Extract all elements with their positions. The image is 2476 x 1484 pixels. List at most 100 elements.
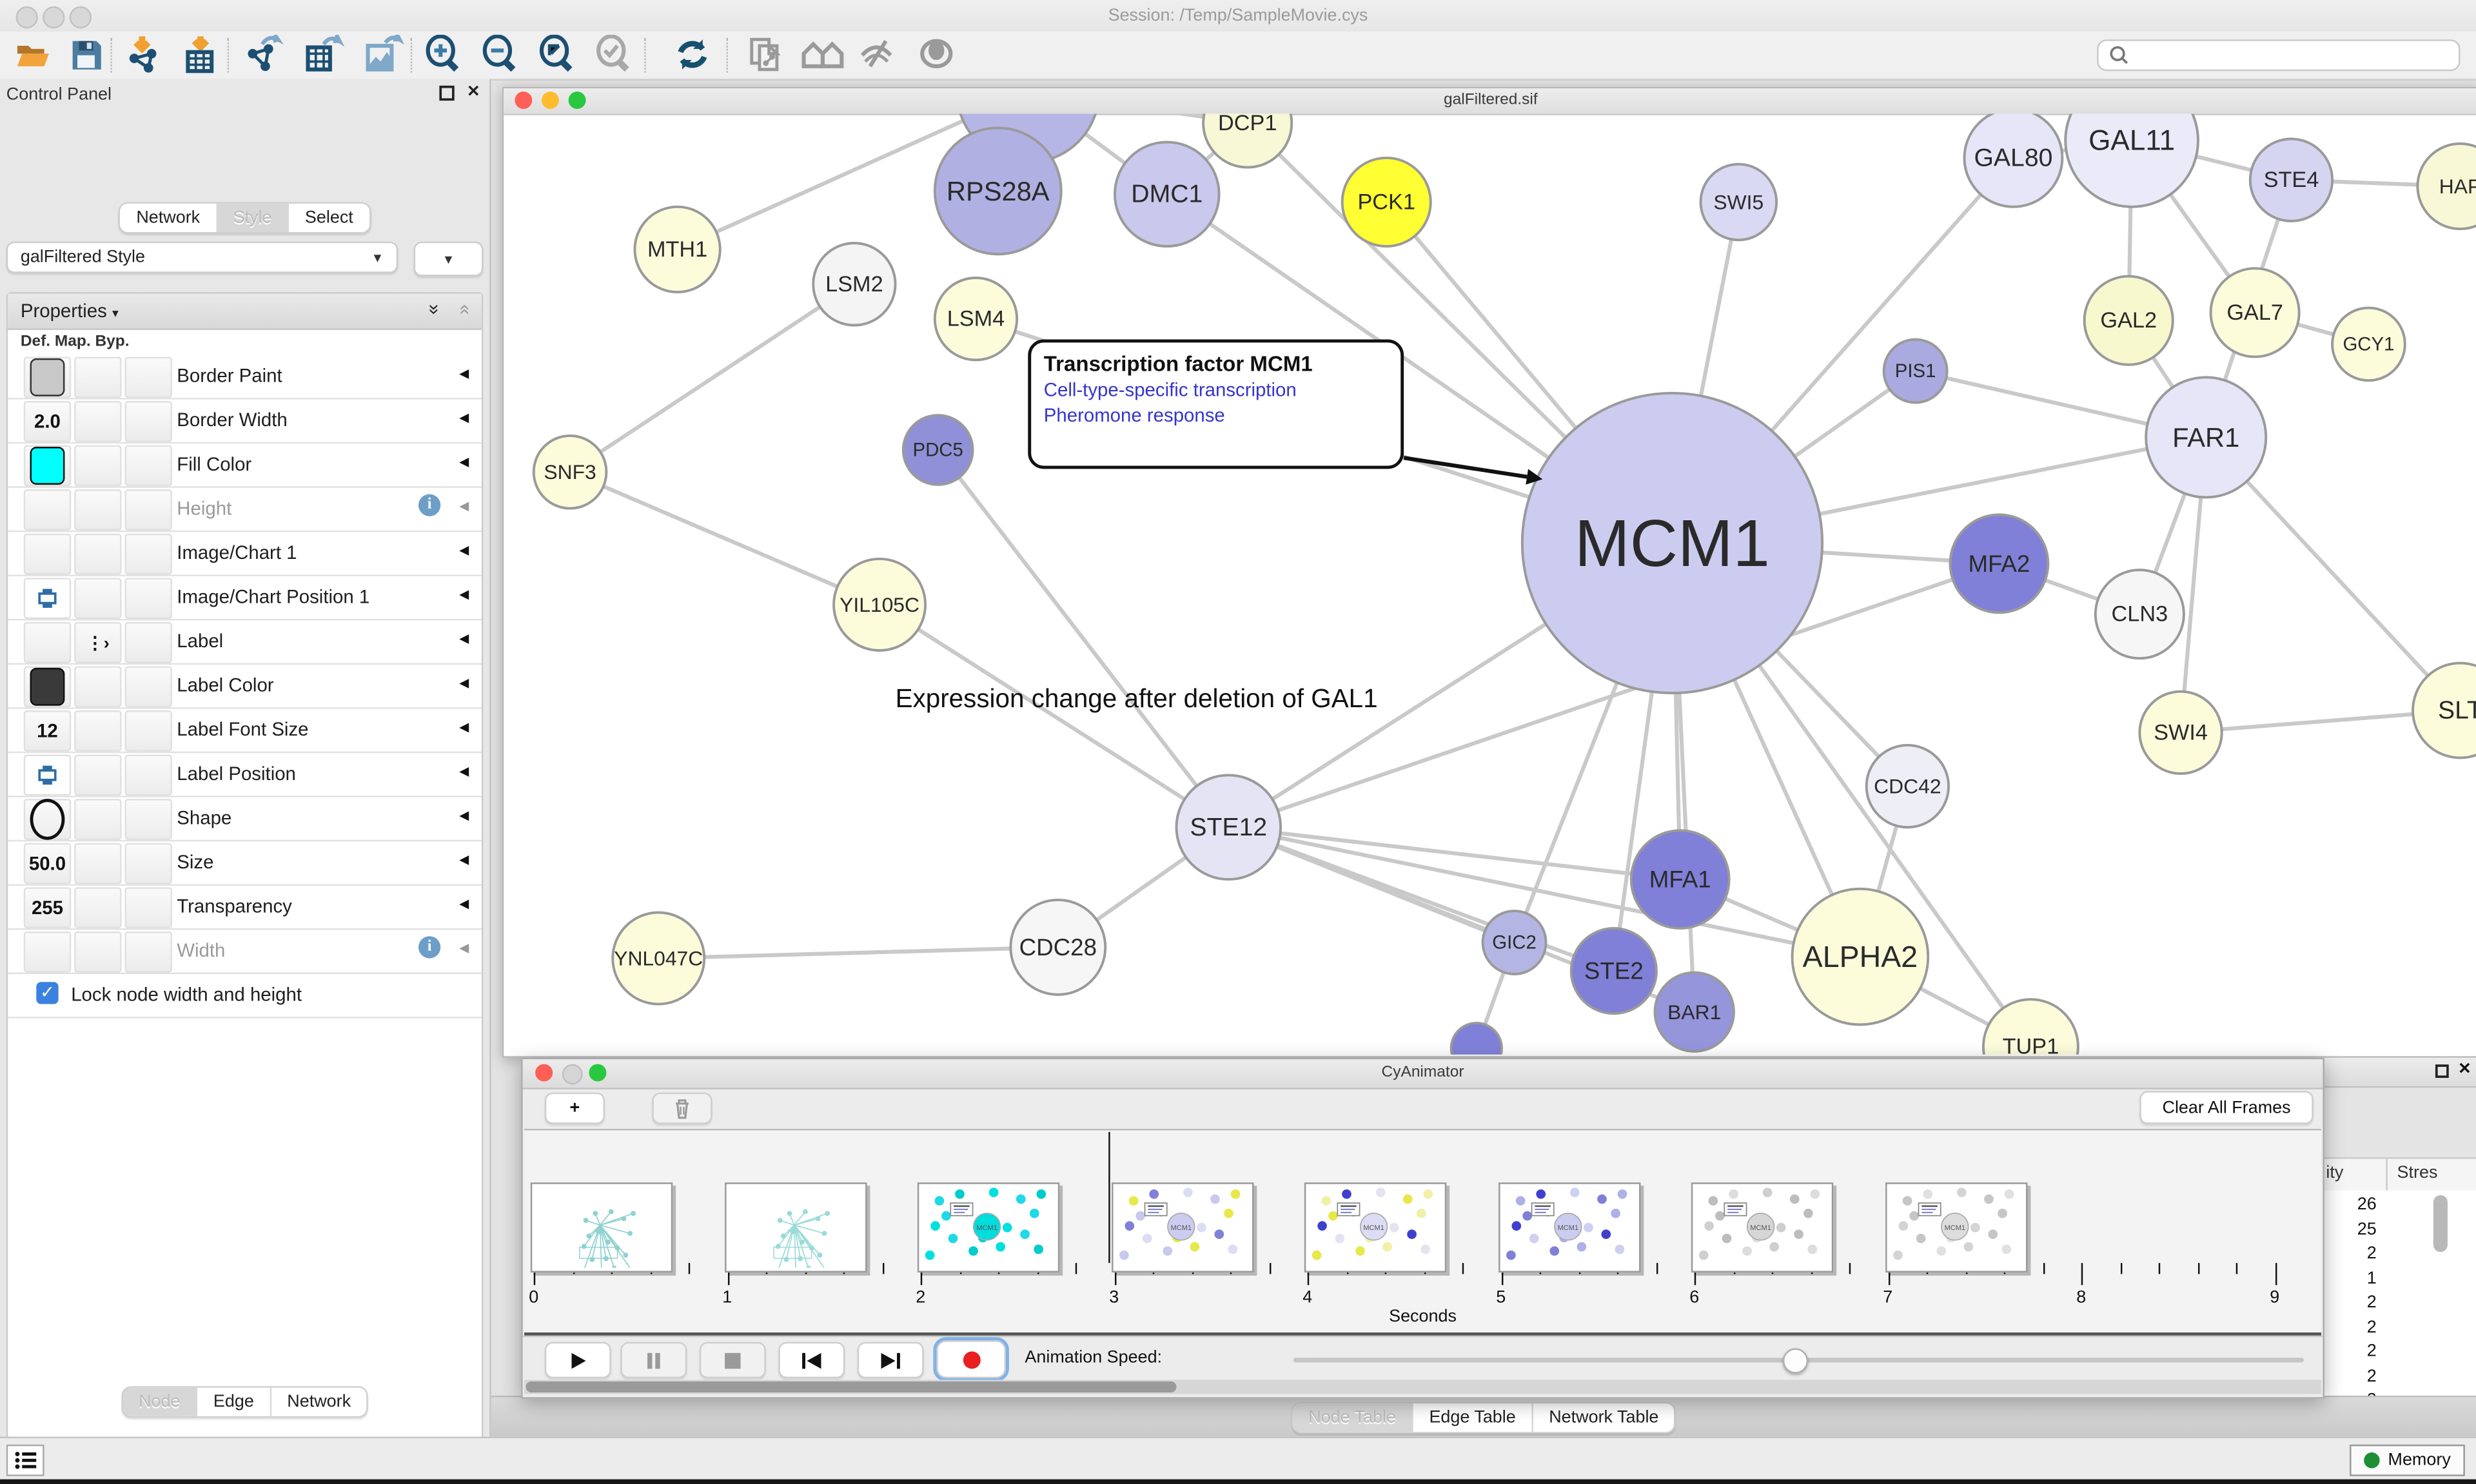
frame-thumbnail-4[interactable]: MCM1 — [1110, 1182, 1253, 1273]
tab-node-table[interactable]: Node Table — [1292, 1403, 1413, 1432]
zoom-in-icon[interactable] — [420, 34, 467, 76]
add-frame-button[interactable]: + — [544, 1092, 605, 1124]
frame-thumbnail-8[interactable]: MCM1 — [1884, 1182, 2027, 1273]
hide-selection-icon[interactable] — [856, 35, 903, 76]
animation-speed-slider[interactable] — [1293, 1348, 2304, 1374]
network-edge[interactable] — [1228, 825, 1861, 959]
network-node-SWI4[interactable]: SWI4 — [2138, 690, 2223, 775]
mapping-cell[interactable] — [74, 489, 122, 531]
info-icon[interactable]: i — [418, 936, 441, 959]
network-node-MCM1[interactable]: MCM1 — [1520, 391, 1824, 695]
frame-thumbnail-6[interactable]: MCM1 — [1497, 1182, 1640, 1273]
network-node-TUP1[interactable]: TUP1 — [1981, 998, 2079, 1055]
network-node-smallp[interactable] — [1449, 1021, 1503, 1055]
frame-thumbnail-5[interactable]: MCM1 — [1304, 1182, 1447, 1273]
mapping-cell[interactable]: ⋮› — [74, 621, 122, 663]
slider-thumb[interactable] — [1782, 1348, 1809, 1374]
tab-network[interactable]: Network — [120, 203, 218, 232]
network-node-CDC42[interactable]: CDC42 — [1865, 743, 1950, 829]
default-cell[interactable] — [23, 489, 72, 531]
network-node-GAL11[interactable]: GAL11 — [2064, 113, 2199, 208]
zoom-out-icon[interactable] — [477, 34, 524, 76]
frame-thumbnail-2[interactable] — [723, 1182, 867, 1273]
default-cell[interactable] — [23, 621, 72, 663]
mapping-cell[interactable] — [74, 710, 122, 752]
cyanimator-timeline[interactable]: Seconds 0 1 2 3 4 5 6 7 8 9 MCM1 MCM1 MCM1 MCM1 MCM1 MC… — [524, 1129, 2321, 1336]
network-node-YIL105C[interactable]: YIL105C — [832, 557, 927, 652]
network-node-SLT[interactable]: SLT — [2412, 661, 2476, 759]
bypass-cell[interactable] — [124, 799, 172, 840]
property-row-size[interactable]: 50.0 Size ◀ — [8, 840, 482, 886]
bypass-cell[interactable] — [124, 356, 172, 398]
mapping-cell[interactable] — [74, 799, 122, 840]
refresh-layout-icon[interactable] — [669, 35, 716, 76]
results-row[interactable]: 2 — [2323, 1313, 2476, 1337]
default-cell[interactable]: 50.0 — [23, 843, 72, 884]
save-session-icon[interactable] — [63, 35, 110, 76]
bypass-cell[interactable] — [124, 621, 172, 663]
network-node-CDC28[interactable]: CDC28 — [1009, 898, 1107, 996]
skip-to-start-button[interactable] — [778, 1342, 845, 1378]
network-edge[interactable] — [658, 945, 1058, 961]
network-node-DMC1[interactable]: DMC1 — [1114, 141, 1221, 248]
close-window-button[interactable] — [515, 92, 533, 109]
timeline-playhead[interactable] — [1108, 1131, 1111, 1264]
expand-property-icon[interactable]: ◀ — [459, 764, 469, 779]
minimize-window-button[interactable] — [43, 6, 65, 29]
stop-button[interactable] — [699, 1342, 766, 1378]
bypass-cell[interactable] — [124, 578, 172, 619]
network-node-PDC5[interactable]: PDC5 — [901, 414, 974, 486]
zoom-fit-icon[interactable] — [534, 34, 581, 76]
network-canvas[interactable]: RPS28A DMC1 DCP1 PCK1 SWI5 GAL80 GAL11 STE4 HAP M… — [504, 113, 2476, 1055]
default-cell[interactable] — [23, 799, 72, 840]
float-panel-icon[interactable] — [2435, 1064, 2449, 1079]
mapping-cell[interactable] — [74, 401, 122, 442]
results-row[interactable]: 25 — [2323, 1215, 2476, 1239]
results-row[interactable]: 26 — [2323, 1191, 2476, 1215]
network-node-STE4[interactable]: STE4 — [2248, 137, 2334, 222]
network-node-GAL80[interactable]: GAL80 — [1963, 113, 2064, 208]
default-cell[interactable]: 12 — [23, 710, 72, 752]
network-node-GCY1[interactable]: GCY1 — [2331, 306, 2406, 382]
network-node-RPS28A[interactable]: RPS28A — [933, 126, 1063, 256]
annotation-link-1[interactable]: Cell-type-specific transcription — [1043, 378, 1297, 402]
search-input[interactable] — [2097, 39, 2461, 72]
tab-node[interactable]: Node — [123, 1387, 198, 1416]
mapping-cell[interactable] — [74, 843, 122, 884]
delete-frame-button[interactable] — [652, 1092, 712, 1124]
frame-thumbnail-7[interactable]: MCM1 — [1691, 1182, 1834, 1273]
network-node-CLN3[interactable]: CLN3 — [2094, 569, 2185, 660]
float-panel-icon[interactable] — [439, 85, 455, 101]
property-row-image-chart-position-1[interactable]: Image/Chart Position 1 ◀ — [8, 574, 482, 621]
results-row[interactable]: 2 — [2323, 1362, 2476, 1386]
annotation-link-2[interactable]: Pheromone response — [1043, 404, 1225, 427]
bypass-cell[interactable] — [124, 533, 172, 575]
mapping-cell[interactable] — [74, 356, 122, 398]
minimize-window-button[interactable] — [542, 92, 559, 109]
network-node-YNL047C[interactable]: YNL047C — [611, 911, 706, 1006]
close-window-button[interactable] — [15, 6, 38, 29]
network-node-MTH1[interactable]: MTH1 — [633, 205, 722, 294]
zoom-window-button[interactable] — [589, 1064, 607, 1082]
property-row-shape[interactable]: Shape ◀ — [8, 796, 482, 842]
bypass-cell[interactable] — [124, 666, 172, 708]
network-node-FAR1[interactable]: FAR1 — [2145, 376, 2268, 499]
mapping-cell[interactable] — [74, 666, 122, 708]
network-edge[interactable] — [878, 603, 1230, 829]
group-nodes-icon[interactable] — [799, 35, 846, 76]
mapping-cell[interactable] — [74, 578, 122, 619]
clone-network-icon[interactable] — [742, 35, 789, 76]
property-row-transparency[interactable]: 255 Transparency ◀ — [8, 884, 482, 930]
default-cell[interactable] — [23, 754, 72, 796]
expand-property-icon[interactable]: ◀ — [459, 897, 469, 912]
property-row-label-position[interactable]: Label Position ◀ — [8, 752, 482, 797]
bypass-cell[interactable] — [124, 843, 172, 884]
network-node-LSM2[interactable]: LSM2 — [812, 242, 897, 327]
property-row-image-chart-1[interactable]: Image/Chart 1 ◀ — [8, 531, 482, 576]
clear-all-frames-button[interactable]: Clear All Frames — [2139, 1091, 2314, 1124]
property-row-border-paint[interactable]: Border Paint ◀ — [8, 354, 482, 400]
zoom-window-button[interactable] — [69, 6, 92, 29]
results-row[interactable]: 2 — [2323, 1288, 2476, 1313]
expand-property-icon[interactable]: ◀ — [459, 587, 469, 602]
export-network-icon[interactable] — [240, 34, 287, 76]
